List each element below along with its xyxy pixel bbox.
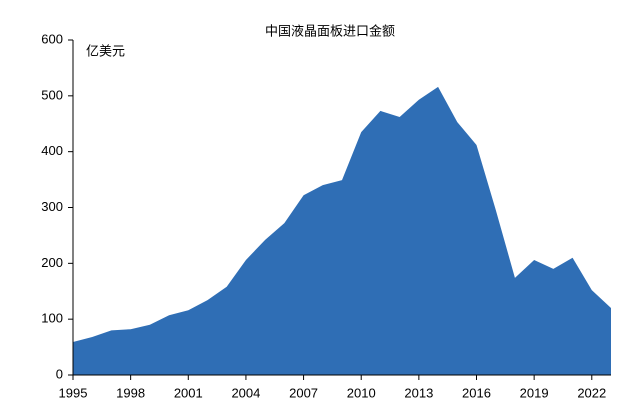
y-tick-label: 200 <box>41 255 63 270</box>
y-tick-label: 500 <box>41 87 63 102</box>
y-tick-label: 100 <box>41 311 63 326</box>
chart-title: 中国液晶面板进口金额 <box>265 23 395 38</box>
x-tick-label: 2022 <box>577 385 606 400</box>
x-tick-label: 2013 <box>404 385 433 400</box>
y-tick-label: 400 <box>41 143 63 158</box>
x-tick-label: 2010 <box>347 385 376 400</box>
y-tick-label: 300 <box>41 199 63 214</box>
x-tick-label: 1995 <box>59 385 88 400</box>
x-tick-label: 2016 <box>462 385 491 400</box>
y-unit-label: 亿美元 <box>86 43 125 58</box>
y-tick-label: 600 <box>41 31 63 46</box>
y-tick-label: 0 <box>56 366 63 381</box>
x-tick-label: 2019 <box>520 385 549 400</box>
x-tick-label: 2007 <box>289 385 318 400</box>
area <box>73 86 611 376</box>
x-tick-label: 2004 <box>231 385 260 400</box>
x-tick-label: 1998 <box>116 385 145 400</box>
x-tick-label: 2001 <box>174 385 203 400</box>
